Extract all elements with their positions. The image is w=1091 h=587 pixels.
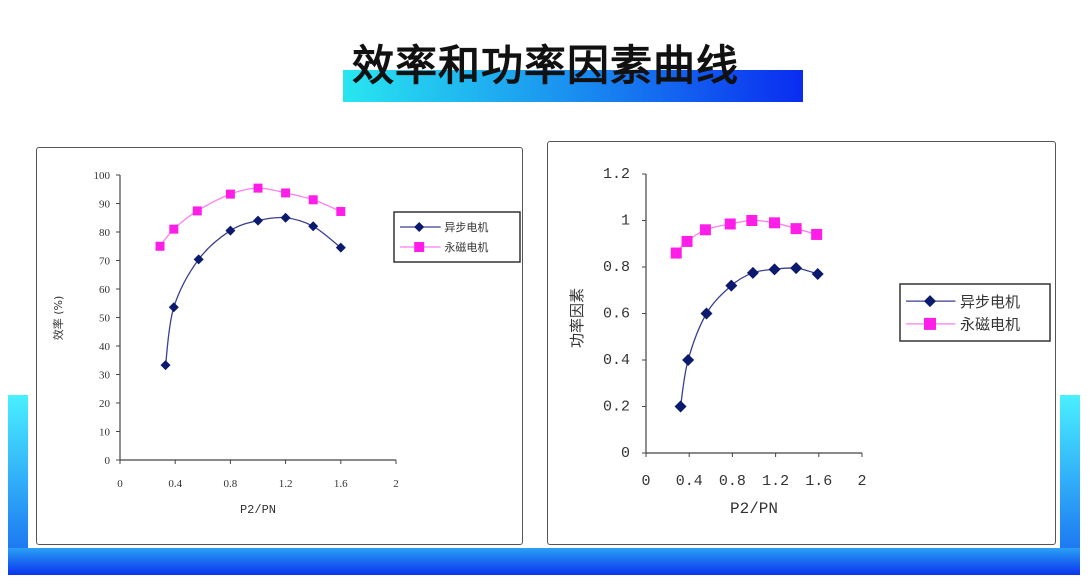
x-tick-label: 1.2 bbox=[762, 473, 789, 490]
y-tick-label: 0.8 bbox=[603, 259, 630, 276]
data-point-diamond bbox=[700, 307, 713, 320]
legend-marker-square bbox=[414, 242, 425, 252]
data-point-square bbox=[253, 183, 263, 193]
data-point-square bbox=[811, 228, 823, 240]
data-point-diamond bbox=[725, 279, 738, 292]
data-point-diamond bbox=[811, 267, 824, 280]
y-tick-label: 0 bbox=[621, 445, 630, 462]
series-line-1 bbox=[679, 267, 818, 407]
data-point-diamond bbox=[168, 302, 179, 313]
data-point-diamond bbox=[193, 254, 204, 265]
y-tick-label: 1.2 bbox=[603, 166, 630, 183]
x-tick-label: 0 bbox=[117, 478, 123, 490]
data-point-square bbox=[681, 235, 693, 247]
legend-marker-diamond bbox=[924, 295, 936, 308]
chart-panel-power-factor bbox=[547, 141, 1056, 545]
y-tick-label: 30 bbox=[99, 370, 111, 382]
legend-label: 永磁电机 bbox=[960, 316, 1020, 334]
slide-title: 效率和功率因素曲线 bbox=[351, 41, 739, 90]
data-point-diamond bbox=[308, 221, 319, 232]
legend-label: 异步电机 bbox=[444, 220, 488, 234]
x-tick-label: 2 bbox=[393, 478, 399, 490]
y-tick-label: 0.6 bbox=[603, 306, 630, 323]
y-tick-label: 0.2 bbox=[603, 399, 630, 416]
data-point-square bbox=[724, 218, 736, 230]
data-point-diamond bbox=[335, 242, 346, 253]
legend-box bbox=[393, 211, 521, 263]
legend-label: 永磁电机 bbox=[444, 240, 488, 254]
data-point-square bbox=[308, 195, 318, 205]
x-tick-label: 0.8 bbox=[224, 478, 238, 490]
x-tick-label: 2 bbox=[857, 473, 866, 490]
data-point-square bbox=[746, 215, 758, 226]
x-tick-label: 0 bbox=[641, 473, 650, 490]
data-point-square bbox=[769, 217, 781, 229]
data-point-diamond bbox=[280, 212, 291, 223]
y-tick-label: 0.4 bbox=[603, 352, 630, 369]
y-tick-label: 90 bbox=[99, 199, 111, 211]
title-accent-bar bbox=[343, 70, 803, 102]
y-tick-label: 1 bbox=[621, 213, 630, 230]
data-point-diamond bbox=[682, 354, 695, 366]
data-point-diamond bbox=[160, 360, 171, 371]
y-tick-label: 40 bbox=[99, 341, 111, 353]
data-point-square bbox=[155, 241, 165, 251]
data-point-square bbox=[225, 189, 235, 199]
legend-box bbox=[899, 283, 1051, 342]
series-line-1 bbox=[164, 216, 342, 366]
legend-label: 异步电机 bbox=[960, 293, 1020, 311]
data-point-square bbox=[699, 224, 711, 236]
x-axis-label: P2/PN bbox=[240, 503, 276, 517]
x-tick-label: 1.6 bbox=[334, 478, 348, 490]
chart-2: 0 0.4 0.8 1.2 1.6 2 0 0.2 0.4 0.6 0.8 1 1.2 P2/PN 功率因素… bbox=[568, 166, 1051, 518]
data-point-square bbox=[336, 206, 346, 216]
data-point-square bbox=[169, 224, 179, 234]
y-axis-label: 效率 (%) bbox=[51, 296, 65, 341]
y-axis-label: 功率因素 bbox=[568, 288, 586, 348]
legend-marker-square bbox=[924, 317, 936, 330]
data-point-square bbox=[790, 223, 802, 235]
data-point-square bbox=[192, 206, 202, 216]
x-axis-label: P2/PN bbox=[730, 500, 778, 518]
legend-marker-diamond bbox=[414, 222, 425, 232]
decor-frame-left bbox=[8, 395, 28, 575]
x-tick-label: 0.8 bbox=[719, 473, 746, 490]
data-point-square bbox=[281, 188, 291, 198]
y-tick-label: 100 bbox=[94, 170, 111, 182]
data-point-diamond bbox=[674, 400, 687, 413]
y-tick-label: 50 bbox=[99, 313, 111, 325]
decor-frame-right bbox=[1060, 395, 1080, 575]
x-tick-label: 1.6 bbox=[805, 473, 832, 490]
data-point-square bbox=[670, 247, 682, 259]
chart-1: 0 0.4 0.8 1.2 1.6 20102030405060708090100P2/P… bbox=[51, 170, 521, 517]
data-point-diamond bbox=[790, 262, 803, 275]
data-point-diamond bbox=[225, 225, 236, 236]
x-tick-label: 1.2 bbox=[279, 478, 293, 490]
x-tick-label: 0.4 bbox=[676, 473, 703, 490]
decor-frame-bottom bbox=[8, 548, 1080, 575]
data-point-diamond bbox=[768, 263, 781, 276]
y-tick-label: 0 bbox=[105, 455, 111, 467]
x-tick-label: 0.4 bbox=[168, 478, 182, 490]
y-tick-label: 10 bbox=[99, 427, 111, 439]
y-tick-label: 20 bbox=[99, 398, 111, 410]
y-tick-label: 80 bbox=[99, 227, 111, 239]
data-point-diamond bbox=[253, 215, 263, 226]
y-tick-label: 60 bbox=[99, 284, 111, 296]
y-tick-label: 70 bbox=[99, 256, 111, 268]
data-point-diamond bbox=[746, 266, 759, 279]
